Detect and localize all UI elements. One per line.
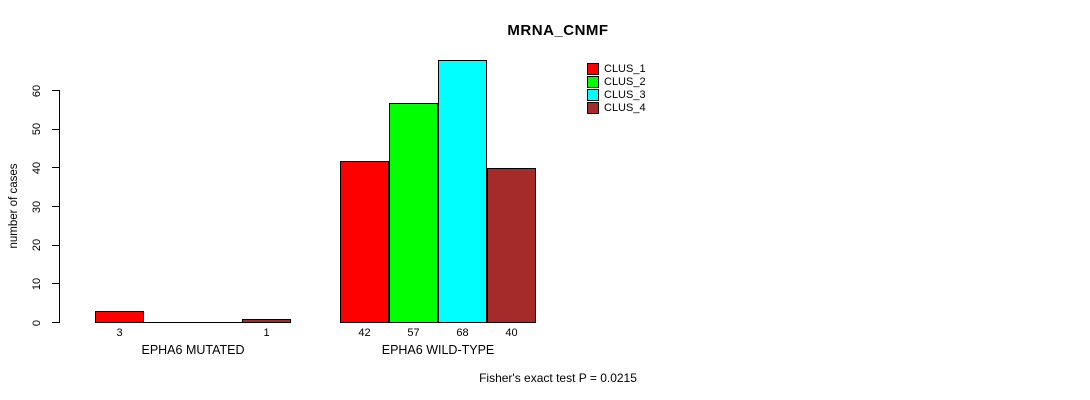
y-axis-tick [52,167,59,169]
legend-item-clus_4: CLUS_4 [587,101,646,114]
legend-label: CLUS_3 [604,88,646,101]
y-axis-tick-label: 10 [31,277,43,290]
y-axis-tick [52,283,59,285]
y-axis-label: number of cases [8,163,20,249]
legend-swatch-icon [587,101,599,114]
y-axis-line [59,90,60,323]
fisher-test-annotation: Fisher's exact test P = 0.0215 [479,371,637,385]
bar-value-label: 40 [505,327,518,339]
x-group-label: EPHA6 WILD-TYPE [381,343,495,357]
bar-zero-clus_3-group1 [193,322,242,323]
legend-label: CLUS_2 [604,75,646,88]
bar-clus_4-group1 [242,319,291,323]
bar-clus_4-group2 [487,168,536,323]
y-axis-tick [52,322,59,323]
y-axis-tick [52,206,59,207]
y-axis-tick-label: 20 [31,239,43,252]
bar-value-label: 3 [116,327,123,339]
legend-item-clus_3: CLUS_3 [587,88,646,101]
y-axis-tick [52,90,59,91]
y-axis-tick [52,244,59,246]
y-axis-tick-label: 40 [31,161,43,174]
y-axis-tick-label: 60 [31,84,43,97]
legend-item-clus_2: CLUS_2 [587,75,646,88]
bar-value-label: 42 [358,327,371,339]
legend-item-clus_1: CLUS_1 [587,62,646,75]
legend-swatch-icon [587,75,599,88]
y-axis-tick [52,128,59,130]
legend-label: CLUS_1 [604,62,646,75]
bar-clus_1-group1 [95,311,144,323]
bar-zero-clus_2-group1 [144,322,193,323]
legend-swatch-icon [587,62,599,75]
bar-clus_2-group2 [389,103,438,323]
y-axis-tick-label: 0 [31,319,43,326]
x-group-label: EPHA6 MUTATED [141,343,245,357]
bar-clus_3-group2 [438,60,487,323]
y-axis-tick-label: 30 [31,200,43,213]
bar-clus_1-group2 [340,161,389,323]
bar-value-label: 57 [407,327,420,339]
y-axis-tick-label: 50 [31,123,43,136]
legend-swatch-icon [587,88,599,101]
legend: CLUS_1 CLUS_2 CLUS_3 CLUS_4 [587,62,646,114]
bar-value-label: 68 [456,327,469,339]
chart-title: MRNA_CNMF [507,22,609,39]
bar-value-label: 1 [263,327,270,339]
legend-label: CLUS_4 [604,101,646,114]
